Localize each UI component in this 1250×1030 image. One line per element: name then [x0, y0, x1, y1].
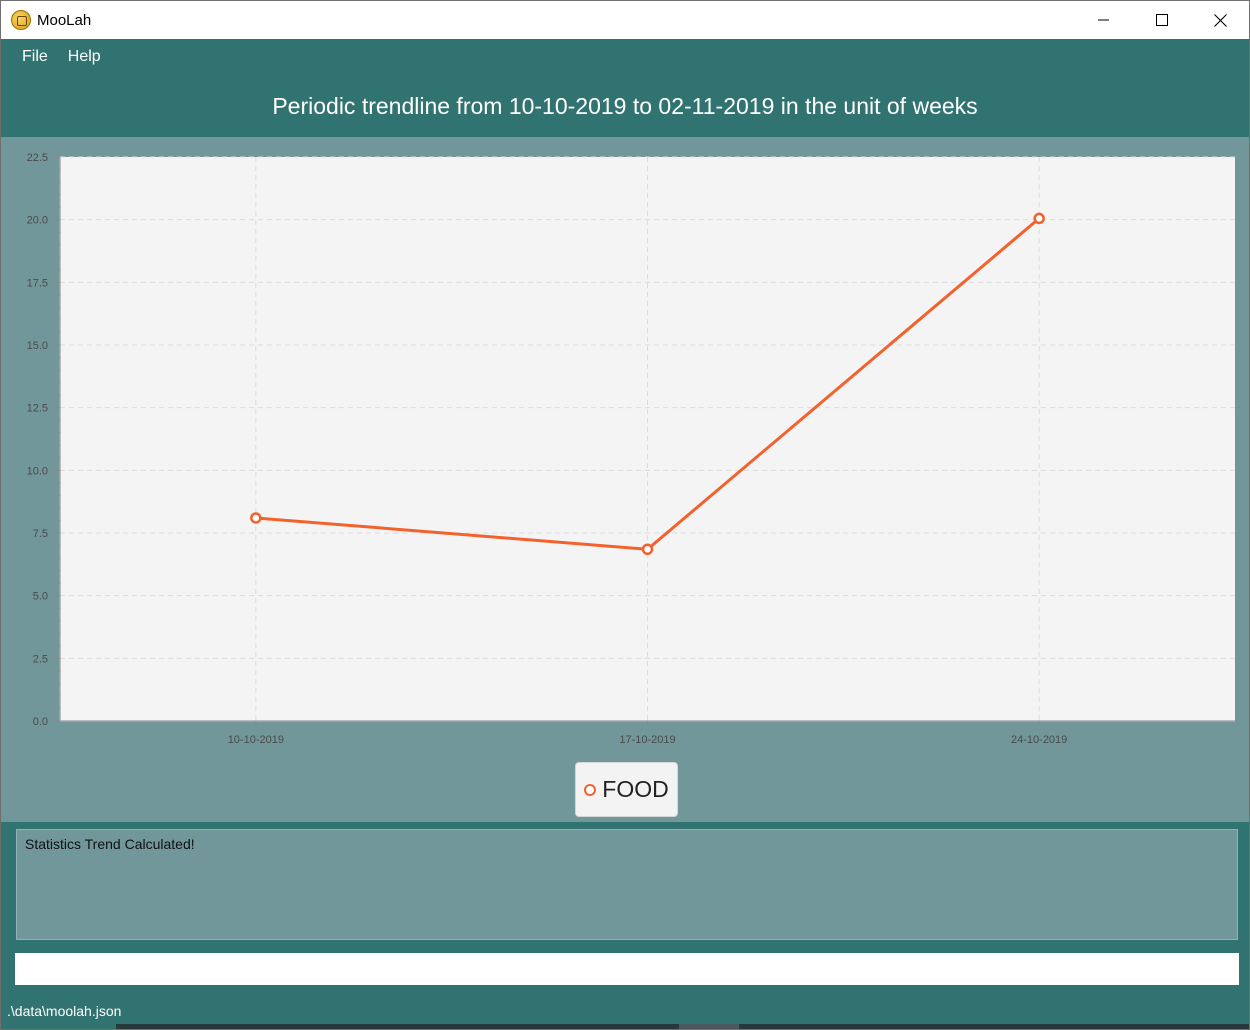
y-tick-label: 2.5 — [33, 653, 48, 665]
menu-file[interactable]: File — [22, 48, 48, 65]
result-display[interactable]: Statistics Trend Calculated! — [16, 829, 1238, 940]
window-title: MooLah — [37, 11, 92, 29]
moolah-app-icon — [11, 10, 31, 30]
status-bar: .\data\moolah.json — [1, 997, 1249, 1025]
trend-line-chart: 0.0 2.5 5.0 7.5 10.0 12.5 15.0 17.5 20.0 22.5 10-1… — [27, 152, 1235, 746]
data-point-food — [250, 512, 262, 524]
close-icon — [1213, 13, 1227, 27]
save-location-path: .\data\moolah.json — [7, 1003, 122, 1019]
y-tick-label: 17.5 — [27, 277, 48, 289]
chart-title: Periodic trendline from 10-10-2019 to 02… — [272, 92, 978, 119]
taskbar-strip-thumb — [679, 1024, 739, 1029]
x-tick-label: 24-10-2019 — [1011, 734, 1067, 746]
command-input[interactable] — [15, 953, 1239, 985]
y-tick-label: 12.5 — [27, 403, 48, 415]
maximize-button[interactable] — [1133, 1, 1191, 39]
title-bar: MooLah — [1, 1, 1249, 39]
y-tick-label: 0.0 — [33, 716, 48, 728]
x-tick-label: 10-10-2019 — [228, 734, 284, 746]
chart-panel: 0.0 2.5 5.0 7.5 10.0 12.5 15.0 17.5 20.0 22.5 10-1… — [1, 137, 1249, 822]
minimize-button[interactable] — [1075, 1, 1133, 39]
y-tick-label: 10.0 — [27, 465, 48, 477]
legend-label-food: FOOD — [602, 776, 669, 802]
menu-bar: File Help — [1, 39, 1249, 75]
chart-header: Periodic trendline from 10-10-2019 to 02… — [1, 75, 1249, 137]
menu-help[interactable]: Help — [67, 48, 101, 65]
close-button[interactable] — [1191, 1, 1249, 39]
y-tick-label: 7.5 — [33, 528, 48, 540]
x-tick-label: 17-10-2019 — [619, 734, 675, 746]
window-controls — [1075, 1, 1249, 39]
result-display-area: Statistics Trend Calculated! — [1, 822, 1249, 945]
y-tick-label: 5.0 — [33, 591, 48, 603]
y-tick-label: 20.0 — [27, 215, 48, 227]
legend-circle-icon — [584, 783, 597, 796]
data-point-food — [641, 543, 654, 556]
maximize-icon — [1156, 14, 1168, 26]
y-tick-label: 22.5 — [27, 152, 48, 164]
y-tick-label: 15.0 — [27, 340, 48, 352]
data-point-food — [1033, 212, 1045, 225]
chart-legend: FOOD — [575, 762, 678, 817]
minimize-icon — [1098, 19, 1109, 21]
